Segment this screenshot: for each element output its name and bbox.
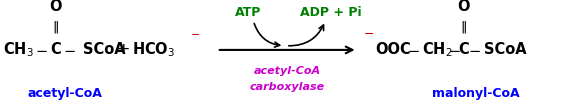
Text: carboxylase: carboxylase [249, 82, 325, 92]
Text: C: C [458, 42, 469, 57]
Text: ATP: ATP [235, 6, 261, 19]
Text: SCoA: SCoA [83, 42, 126, 57]
Text: OOC: OOC [376, 42, 411, 57]
Text: $+$: $+$ [116, 42, 129, 57]
Text: O: O [457, 0, 470, 14]
Text: CH$_3$: CH$_3$ [3, 41, 34, 59]
Text: $-$: $-$ [190, 28, 200, 38]
Text: acetyl-CoA: acetyl-CoA [28, 87, 102, 100]
Text: ADP + Pi: ADP + Pi [300, 6, 361, 19]
Text: O: O [49, 0, 61, 14]
Text: SCoA: SCoA [484, 42, 527, 57]
Text: $\|$: $\|$ [460, 19, 467, 35]
Text: $-$: $-$ [363, 27, 374, 40]
Text: $-$: $-$ [63, 42, 75, 57]
Text: C: C [50, 42, 61, 57]
Text: acetyl-CoA: acetyl-CoA [253, 66, 321, 76]
Text: CH$_2$: CH$_2$ [422, 41, 453, 59]
Text: $\|$: $\|$ [52, 19, 59, 35]
Text: $-$: $-$ [468, 42, 481, 57]
Text: $-$: $-$ [408, 42, 420, 57]
Text: HCO$_3$: HCO$_3$ [132, 41, 176, 59]
Text: $-$: $-$ [35, 42, 47, 57]
Text: $-$: $-$ [448, 42, 461, 57]
Text: malonyl-CoA: malonyl-CoA [432, 87, 520, 100]
